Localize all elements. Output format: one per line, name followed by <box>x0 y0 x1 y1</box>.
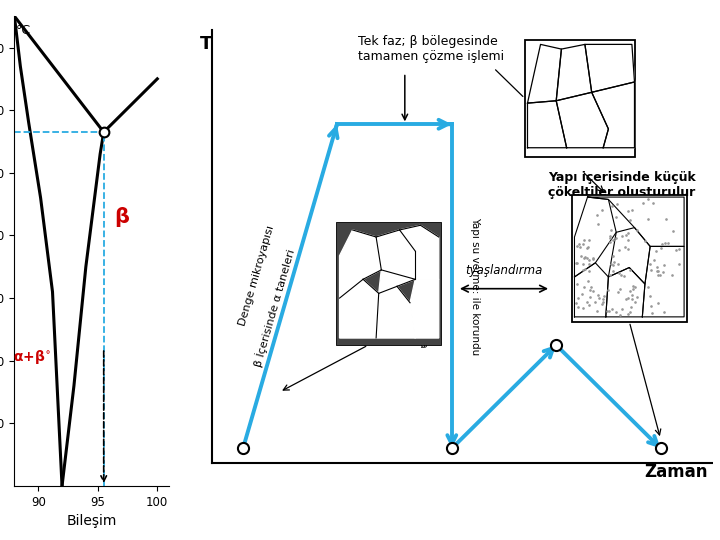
Bar <box>525 40 634 157</box>
Polygon shape <box>376 286 415 338</box>
Polygon shape <box>585 44 634 92</box>
Text: Tek faz; β bölegesinde
tamamen çözme işlemi: Tek faz; β bölegesinde tamamen çözme işl… <box>358 35 504 63</box>
Text: Zaman: Zaman <box>644 463 708 481</box>
Polygon shape <box>606 267 645 317</box>
Text: Su verme: ani soğutma: Su verme: ani soğutma <box>418 226 428 347</box>
Polygon shape <box>557 44 592 101</box>
Text: $\bf\alpha{+}\beta^{\circ}$: $\bf\alpha{+}\beta^{\circ}$ <box>14 348 51 366</box>
Polygon shape <box>400 225 438 279</box>
Text: Yapı su verme: ile korundu: Yapı su verme: ile korundu <box>470 217 480 355</box>
Polygon shape <box>528 44 562 103</box>
Text: T: T <box>200 35 212 53</box>
Polygon shape <box>557 92 608 148</box>
Text: Denge mikroyapısı: Denge mikroyapısı <box>237 224 276 327</box>
Polygon shape <box>410 279 438 338</box>
Polygon shape <box>376 230 415 293</box>
Text: Yapı içerisinde küçük
çökeltiler oluşturulur: Yapı içerisinde küçük çökeltiler oluştur… <box>549 171 696 199</box>
Text: °C: °C <box>16 24 31 37</box>
Polygon shape <box>528 101 567 148</box>
Bar <box>337 223 441 345</box>
Text: tyaşlandırma: tyaşlandırma <box>465 264 543 277</box>
Polygon shape <box>575 197 616 277</box>
Polygon shape <box>592 82 634 148</box>
Polygon shape <box>340 279 379 338</box>
Text: β İçerisinde α taneleri: β İçerisinde α taneleri <box>251 248 297 368</box>
Polygon shape <box>642 246 684 317</box>
Polygon shape <box>608 228 650 284</box>
Text: $\bf\beta$: $\bf\beta$ <box>114 205 130 229</box>
Polygon shape <box>575 263 608 317</box>
X-axis label: Bileşim: Bileşim <box>67 514 117 528</box>
Polygon shape <box>588 197 684 246</box>
Polygon shape <box>340 230 382 298</box>
Bar <box>572 195 687 322</box>
Bar <box>337 223 441 345</box>
